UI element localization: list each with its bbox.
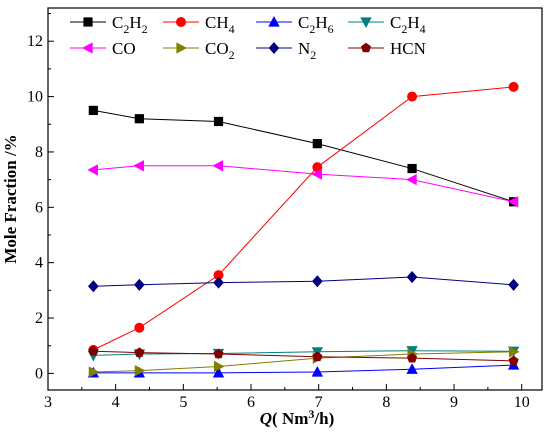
data-point-n2 xyxy=(213,276,224,289)
legend-label-c2h2: C2H2 xyxy=(112,13,148,36)
legend-marker-hcn xyxy=(360,42,372,53)
legend-marker-c2h4 xyxy=(360,17,372,29)
legend-label-co2: CO2 xyxy=(205,39,235,62)
data-point-co xyxy=(507,196,519,208)
data-point-co xyxy=(406,173,417,186)
data-point-hcn xyxy=(213,348,224,359)
x-tick-label: 7 xyxy=(315,394,323,411)
legend-marker-ch4 xyxy=(175,16,186,27)
y-tick-label: 10 xyxy=(27,89,43,106)
data-point-n2 xyxy=(311,275,323,288)
legend-label-ch4: CH4 xyxy=(205,13,235,36)
data-point-ch4 xyxy=(508,81,519,92)
data-point-hcn xyxy=(312,351,323,362)
series-line-c2h6 xyxy=(93,364,514,374)
data-point-c2h6 xyxy=(212,366,225,378)
series-line-ch4 xyxy=(93,86,514,351)
legend-label-hcn: HCN xyxy=(390,39,426,58)
data-point-c2h6 xyxy=(311,365,323,377)
y-tick-label: 6 xyxy=(35,199,43,216)
legend-label-c2h4: C2H4 xyxy=(390,13,426,36)
y-tick-label: 0 xyxy=(35,365,43,382)
x-axis-label: Q( Nm3/h) xyxy=(260,407,334,428)
x-tick-label: 10 xyxy=(514,394,530,411)
data-point-c2h2 xyxy=(134,114,144,124)
data-point-n2 xyxy=(508,278,519,291)
legend-marker-n2 xyxy=(268,41,280,55)
legend-marker-c2h6 xyxy=(268,15,280,27)
data-point-n2 xyxy=(134,278,145,291)
legend: C2H2 CH4 C2H6 C2H4 CO CO2 N2 HCN xyxy=(70,13,426,62)
x-tick-label: 3 xyxy=(44,394,52,411)
data-point-co2 xyxy=(213,360,225,373)
data-point-ch4 xyxy=(407,91,418,102)
x-tick-label: 4 xyxy=(112,394,120,411)
series-line-co2 xyxy=(93,351,514,373)
y-tick-label: 2 xyxy=(35,310,43,327)
data-point-c2h2 xyxy=(312,139,322,149)
data-point-c2h2 xyxy=(407,163,417,174)
data-point-co xyxy=(87,164,98,176)
data-point-c2h6 xyxy=(406,363,418,374)
data-point-co xyxy=(212,160,224,172)
y-axis-label: Mole Fraction /% xyxy=(1,134,20,263)
data-point-co xyxy=(133,160,144,172)
x-tick-label: 6 xyxy=(247,394,255,411)
data-point-co2 xyxy=(134,364,146,377)
x-tick-label: 9 xyxy=(450,394,458,411)
data-point-hcn xyxy=(508,355,519,366)
x-tick-label: 8 xyxy=(382,394,390,411)
data-point-ch4 xyxy=(134,322,145,333)
data-point-c2h2 xyxy=(88,105,98,116)
y-tick-label: 12 xyxy=(27,33,43,50)
series-line-co xyxy=(93,165,514,203)
series-line-hcn xyxy=(93,350,514,362)
data-point-hcn xyxy=(88,345,99,356)
data-point-c2h2 xyxy=(213,116,224,127)
axis-ticks: 3 4 5 6 7 8 9 10 0 2 4 6 8 10 12 xyxy=(27,13,530,411)
series-markers xyxy=(87,81,520,378)
x-tick-label: 5 xyxy=(179,394,187,411)
series-line-n2 xyxy=(93,276,514,287)
legend-marker-c2h2 xyxy=(83,17,93,27)
y-tick-label: 8 xyxy=(35,144,43,161)
data-point-co xyxy=(311,168,322,180)
y-tick-label: 4 xyxy=(35,255,43,272)
data-point-n2 xyxy=(88,280,99,293)
legend-marker-co2 xyxy=(176,42,188,54)
series-line-c2h4 xyxy=(93,350,514,356)
legend-label-co: CO xyxy=(112,39,136,58)
series-line-c2h2 xyxy=(93,109,514,203)
plot-frame xyxy=(47,7,543,391)
series-lines xyxy=(93,86,514,374)
data-point-co2 xyxy=(88,366,100,378)
data-point-n2 xyxy=(406,271,418,284)
legend-marker-co xyxy=(81,42,93,54)
legend-label-c2h6: C2H6 xyxy=(298,13,334,36)
legend-label-n2: N2 xyxy=(298,39,316,62)
data-point-hcn xyxy=(407,352,418,363)
data-point-hcn xyxy=(134,347,145,357)
data-point-co2 xyxy=(508,346,520,358)
